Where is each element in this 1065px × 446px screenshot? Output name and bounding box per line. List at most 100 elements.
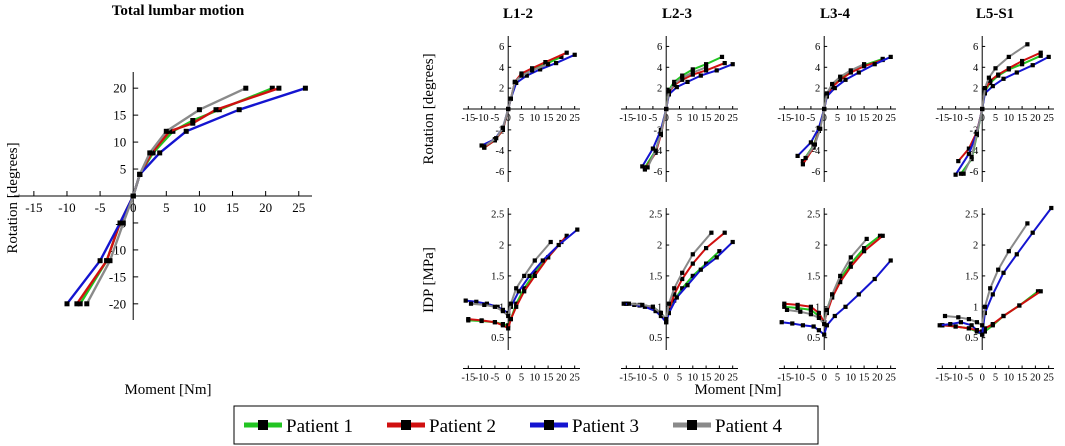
x-tick-label: 0 [506,113,511,124]
data-point [848,261,853,266]
data-point [506,106,511,112]
data-point [564,50,569,55]
data-point [838,280,843,285]
data-point [848,255,853,260]
data-point [856,70,861,75]
data-point [1030,230,1035,235]
data-point [988,80,993,85]
data-point [213,107,219,113]
legend-item-patient-1: Patient 1 [244,416,353,437]
panel-idp-l34: -15 -10 -5 0 5 10 15 20 25 0.5 1 1.5 2 2.5 [777,208,896,384]
x-tick-label: 20 [556,373,567,384]
data-point [500,309,505,314]
data-point [974,328,979,333]
y-tick-label: 4 [973,63,979,74]
data-point [685,79,690,84]
data-point [1017,303,1022,308]
y-tick-label: 2 [657,241,662,252]
series-line [626,231,726,324]
data-point [130,193,136,199]
data-point [982,329,987,334]
y-tick-label: 0.5 [649,333,662,344]
data-point [243,85,249,91]
data-point [484,301,489,306]
x-tick-label: -5 [649,373,658,384]
data-point [808,307,813,312]
panels: -15-10-50510152025-20-15-10-55101520Tota… [5,3,1054,384]
y-axis-label: Rotation [degrees] [5,142,21,253]
series-line [944,222,1029,327]
data-point [690,67,695,72]
y-tick-label: 1 [657,302,662,313]
x-tick-label: 10 [1004,113,1015,124]
data-point [888,258,893,263]
panel-title: L3-4 [820,6,851,22]
y-tick-label: 2.5 [649,210,662,221]
y-tick-label: 2 [815,241,820,252]
x-tick-label: 25 [885,113,896,124]
data-point [784,307,790,312]
x-tick-label: 15 [1017,373,1028,384]
data-point [717,249,722,254]
data-point [698,267,703,272]
data-point [795,302,800,307]
data-point [564,233,569,238]
series-line [786,238,868,326]
data-point [811,324,816,329]
data-point [658,310,663,316]
data-point [522,273,527,278]
data-point [183,128,189,134]
series-patient-4 [482,62,551,149]
data-point [196,107,202,113]
panel-title: L2-3 [662,6,692,22]
x-tick-label: 25 [727,113,738,124]
data-point [832,313,837,319]
data-point [653,148,658,153]
panel-idp-l12: -15 -10 -5 0 5 10 15 20 25 0.5 1 1.5 2 2.5 IDP [MPa] [421,208,580,384]
data-point [990,292,995,297]
data-point [704,68,709,73]
data-point [704,261,709,266]
y-tick-label: 1.5 [491,271,504,282]
y-tick-label: 6 [815,42,820,53]
data-point [864,236,869,241]
x-tick-label: 20 [556,113,567,124]
x-tick-label: 15 [701,113,712,124]
data-point [795,153,800,158]
data-point [830,295,835,300]
data-point [782,301,787,306]
data-point [937,323,942,328]
data-point [830,85,835,90]
data-point [808,140,813,145]
data-point [107,258,113,264]
legend-swatch-marker [544,420,554,430]
y-tick-label: 1.5 [807,271,820,282]
data-point [104,258,110,264]
x-tick-label: 5 [677,113,682,124]
data-point [495,304,500,309]
y-tick-label: 2 [815,84,820,95]
x-tick-label: 20 [714,113,725,124]
data-point [167,128,173,134]
series-line [796,55,892,157]
data-point [1038,289,1043,294]
data-point [877,233,883,238]
legend-swatch-marker [687,420,697,430]
series-patient-4 [803,62,867,161]
data-point [816,315,821,320]
data-point [966,317,971,322]
data-point [575,227,580,232]
y-tick-label: 2.5 [807,210,820,221]
x-axis-label-right: Moment [Nm] [694,382,781,398]
data-point [690,70,695,75]
data-point [779,320,784,325]
data-point [848,68,853,73]
data-point [1006,66,1011,71]
legend-box [233,405,819,445]
series-patient-4 [468,239,553,319]
x-tick-label: 20 [1030,373,1041,384]
data-point [512,79,517,84]
data-point [120,220,126,226]
x-tick-label: 20 [259,200,272,215]
legend-item-patient-3: Patient 3 [530,416,639,437]
